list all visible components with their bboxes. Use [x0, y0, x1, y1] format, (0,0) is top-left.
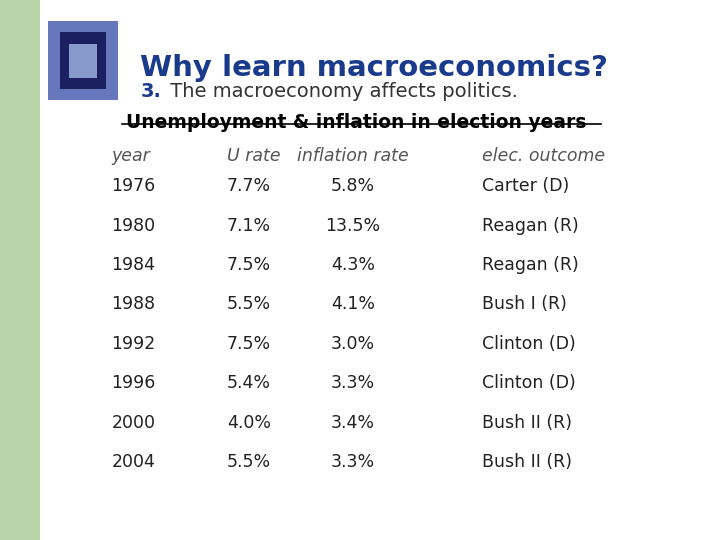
- Text: 3.0%: 3.0%: [330, 335, 375, 353]
- Text: 2000: 2000: [112, 414, 156, 431]
- Text: 7.5%: 7.5%: [227, 335, 271, 353]
- Text: 3.4%: 3.4%: [330, 414, 375, 431]
- Text: inflation rate: inflation rate: [297, 147, 409, 165]
- Text: Bush I (R): Bush I (R): [482, 295, 567, 313]
- FancyBboxPatch shape: [69, 44, 97, 78]
- Text: Clinton (D): Clinton (D): [482, 335, 576, 353]
- Text: 1980: 1980: [112, 217, 156, 234]
- Text: 3.3%: 3.3%: [330, 453, 375, 471]
- Text: Carter (D): Carter (D): [482, 177, 570, 195]
- Text: Bush II (R): Bush II (R): [482, 414, 572, 431]
- Text: Why learn macroeconomics?: Why learn macroeconomics?: [140, 54, 608, 82]
- Text: Reagan (R): Reagan (R): [482, 256, 579, 274]
- Text: 1976: 1976: [112, 177, 156, 195]
- Text: 3.: 3.: [140, 82, 161, 101]
- Text: U rate: U rate: [227, 147, 280, 165]
- Text: 1996: 1996: [112, 374, 156, 392]
- Text: 4.3%: 4.3%: [330, 256, 375, 274]
- Text: 13.5%: 13.5%: [325, 217, 380, 234]
- Text: elec. outcome: elec. outcome: [482, 147, 606, 165]
- Text: 5.8%: 5.8%: [330, 177, 375, 195]
- Text: Bush II (R): Bush II (R): [482, 453, 572, 471]
- Text: 4.0%: 4.0%: [227, 414, 271, 431]
- Text: Reagan (R): Reagan (R): [482, 217, 579, 234]
- Text: Clinton (D): Clinton (D): [482, 374, 576, 392]
- FancyBboxPatch shape: [60, 32, 107, 89]
- Text: Unemployment & inflation in election years: Unemployment & inflation in election yea…: [126, 113, 587, 132]
- Text: The macroeconomy affects politics.: The macroeconomy affects politics.: [164, 82, 518, 101]
- Text: 1988: 1988: [112, 295, 156, 313]
- Text: 7.1%: 7.1%: [227, 217, 271, 234]
- Text: 1984: 1984: [112, 256, 156, 274]
- Text: year: year: [112, 147, 150, 165]
- Text: 2004: 2004: [112, 453, 156, 471]
- Text: 4.1%: 4.1%: [330, 295, 375, 313]
- Text: 5.4%: 5.4%: [227, 374, 271, 392]
- Text: 7.7%: 7.7%: [227, 177, 271, 195]
- Text: 3.3%: 3.3%: [330, 374, 375, 392]
- Text: 5.5%: 5.5%: [227, 453, 271, 471]
- FancyBboxPatch shape: [48, 21, 118, 100]
- Text: 1992: 1992: [112, 335, 156, 353]
- Text: 7.5%: 7.5%: [227, 256, 271, 274]
- Text: 5.5%: 5.5%: [227, 295, 271, 313]
